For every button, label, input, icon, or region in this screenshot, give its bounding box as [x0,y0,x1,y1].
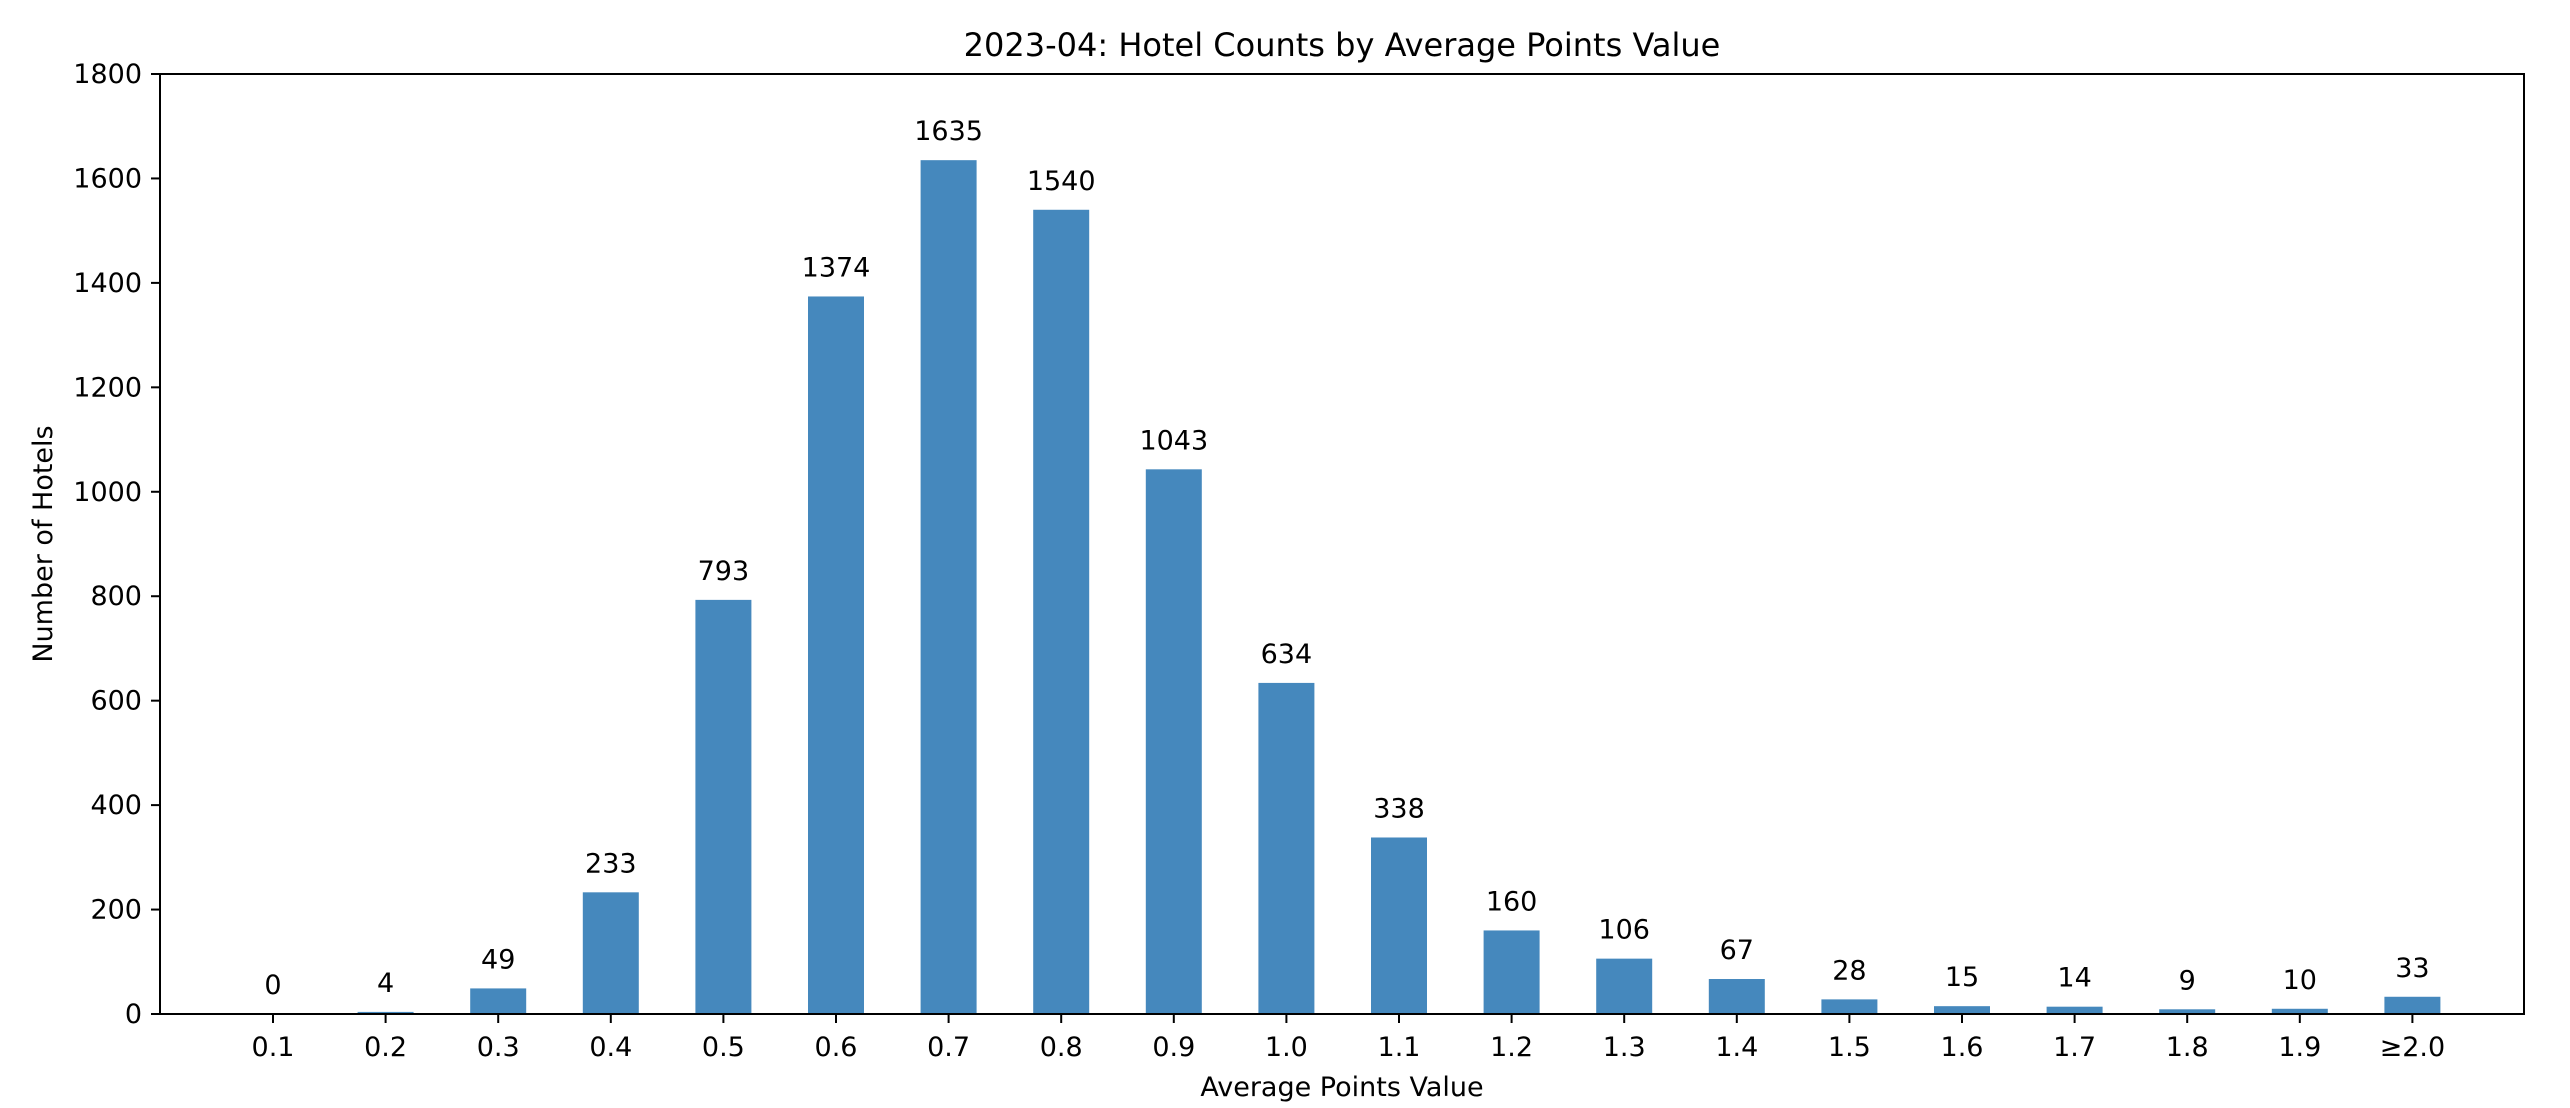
y-tick-label: 1400 [73,268,142,299]
data-label: 28 [1832,955,1866,986]
data-label: 14 [2057,963,2091,994]
x-tick-label: 1.3 [1603,1032,1646,1063]
chart-title: 2023-04: Hotel Counts by Average Points … [964,26,1721,64]
y-axis-label: Number of Hotels [28,425,59,662]
bar [1258,682,1315,1014]
x-tick-label: 1.9 [2278,1032,2321,1063]
x-tick-label: 1.6 [1941,1032,1984,1063]
y-tick-label: 1000 [73,477,142,508]
x-tick-label: 1.2 [1490,1032,1533,1063]
data-labels-group: 0 4 49 233 793 1374 1635 1540 1043 634 338 160 106 67… [264,116,2429,1001]
bar [2271,1008,2328,1014]
bar [695,599,752,1014]
x-tick-label: 0.4 [589,1032,632,1063]
bar [1145,469,1202,1014]
data-label: 10 [2283,965,2317,996]
bar [2159,1009,2216,1014]
bar [582,892,639,1014]
x-tick-label: 1.4 [1715,1032,1758,1063]
x-tick-label: 0.7 [927,1032,970,1063]
plot-frame [159,73,2525,1015]
bar [1934,1006,1990,1014]
bar [2046,1006,2103,1014]
y-tick-label: 800 [90,581,142,612]
data-label: 106 [1598,915,1650,946]
bar [1483,930,1540,1014]
data-label: 9 [2179,965,2196,996]
data-label: 634 [1261,639,1313,670]
data-label: 67 [1720,935,1754,966]
data-label: 1540 [1027,166,1096,197]
x-tick-label: 0.2 [364,1032,407,1063]
bar [470,988,527,1014]
y-tick-label: 1600 [73,163,142,194]
x-tick-label: 0.9 [1152,1032,1195,1063]
data-label: 1635 [914,116,983,147]
bar [920,160,977,1014]
bar [808,296,864,1014]
x-tick-label: 1.1 [1378,1032,1421,1063]
bar [2384,996,2441,1014]
x-tick-label: 1.0 [1265,1032,1308,1063]
y-tick-label: 0 [125,999,142,1030]
y-axis: 0 200 400 600 800 1000 1200 1400 1600 1800 [73,59,160,1030]
x-axis: 0.1 0.2 0.3 0.4 0.5 0.6 0.7 0.8 0.9 1.0 1.1 1.2 1.3 1… [252,1014,2446,1063]
y-tick-label: 1200 [73,372,142,403]
y-tick-label: 1800 [73,59,142,90]
x-tick-label: 1.5 [1828,1032,1871,1063]
bar [357,1011,414,1014]
x-tick-label: 0.6 [815,1032,858,1063]
x-tick-label: 0.8 [1040,1032,1083,1063]
x-tick-label: 1.7 [2053,1032,2096,1063]
data-label: 1043 [1139,425,1208,456]
bar [1033,209,1090,1014]
data-label: 338 [1373,793,1425,824]
bar [1596,958,1653,1014]
y-tick-label: 200 [90,895,142,926]
bar [1371,837,1427,1014]
x-tick-label: 0.1 [252,1032,295,1063]
x-axis-label: Average Points Value [1200,1072,1483,1103]
data-label: 33 [2395,953,2429,984]
data-label: 793 [698,556,750,587]
bar [1708,979,1765,1014]
y-tick-label: 400 [90,790,142,821]
data-label: 0 [264,970,281,1001]
data-label: 4 [377,968,394,999]
x-tick-label: 1.8 [2166,1032,2209,1063]
data-label: 49 [481,944,515,975]
data-label: 233 [585,848,637,879]
data-label: 15 [1945,962,1979,993]
data-label: 1374 [802,252,871,283]
data-label: 160 [1486,886,1538,917]
x-tick-label: 0.5 [702,1032,745,1063]
x-tick-label: ≥2.0 [2380,1032,2446,1063]
bar [1821,999,1878,1014]
bars-group [357,160,2441,1014]
x-tick-label: 0.3 [477,1032,520,1063]
y-tick-label: 600 [90,686,142,717]
